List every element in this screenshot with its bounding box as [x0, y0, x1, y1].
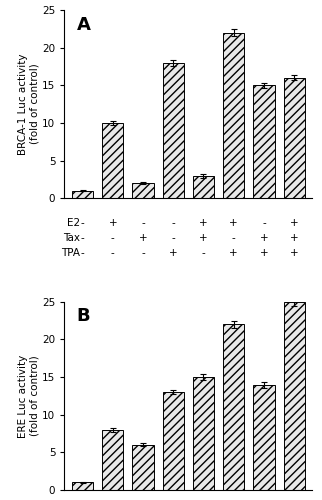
- Bar: [132, 445, 154, 490]
- Text: +: +: [229, 248, 238, 258]
- Text: -: -: [232, 233, 236, 243]
- Text: -: -: [171, 233, 175, 243]
- Text: A: A: [77, 16, 91, 34]
- Text: -: -: [262, 218, 266, 228]
- Text: +: +: [290, 248, 298, 258]
- Bar: [284, 302, 305, 490]
- Text: -: -: [171, 218, 175, 228]
- Bar: [72, 482, 93, 490]
- Text: +: +: [260, 233, 268, 243]
- Text: +: +: [169, 248, 177, 258]
- Bar: [132, 183, 154, 198]
- Bar: [284, 78, 305, 198]
- Bar: [163, 392, 184, 490]
- Bar: [102, 123, 123, 198]
- Bar: [253, 86, 275, 198]
- Text: B: B: [77, 308, 90, 326]
- Bar: [223, 32, 244, 198]
- Text: -: -: [81, 218, 84, 228]
- Y-axis label: ERE Luc activity
(fold of control): ERE Luc activity (fold of control): [18, 354, 39, 438]
- Bar: [102, 430, 123, 490]
- Text: +: +: [290, 218, 298, 228]
- Text: +: +: [199, 233, 208, 243]
- Text: -: -: [81, 233, 84, 243]
- Text: -: -: [202, 248, 205, 258]
- Text: +: +: [229, 218, 238, 228]
- Text: -: -: [81, 248, 84, 258]
- Text: E2: E2: [67, 218, 80, 228]
- Bar: [72, 190, 93, 198]
- Bar: [253, 384, 275, 490]
- Text: +: +: [290, 233, 298, 243]
- Text: -: -: [111, 233, 115, 243]
- Text: +: +: [199, 218, 208, 228]
- Text: -: -: [111, 248, 115, 258]
- Text: +: +: [260, 248, 268, 258]
- Bar: [193, 377, 214, 490]
- Text: -: -: [141, 218, 145, 228]
- Text: +: +: [109, 218, 117, 228]
- Bar: [163, 62, 184, 198]
- Y-axis label: BRCA-1 Luc activity
(fold of control): BRCA-1 Luc activity (fold of control): [18, 54, 39, 155]
- Bar: [193, 176, 214, 198]
- Text: TPA: TPA: [61, 248, 80, 258]
- Bar: [223, 324, 244, 490]
- Text: +: +: [139, 233, 147, 243]
- Text: Tax: Tax: [63, 233, 80, 243]
- Text: -: -: [141, 248, 145, 258]
